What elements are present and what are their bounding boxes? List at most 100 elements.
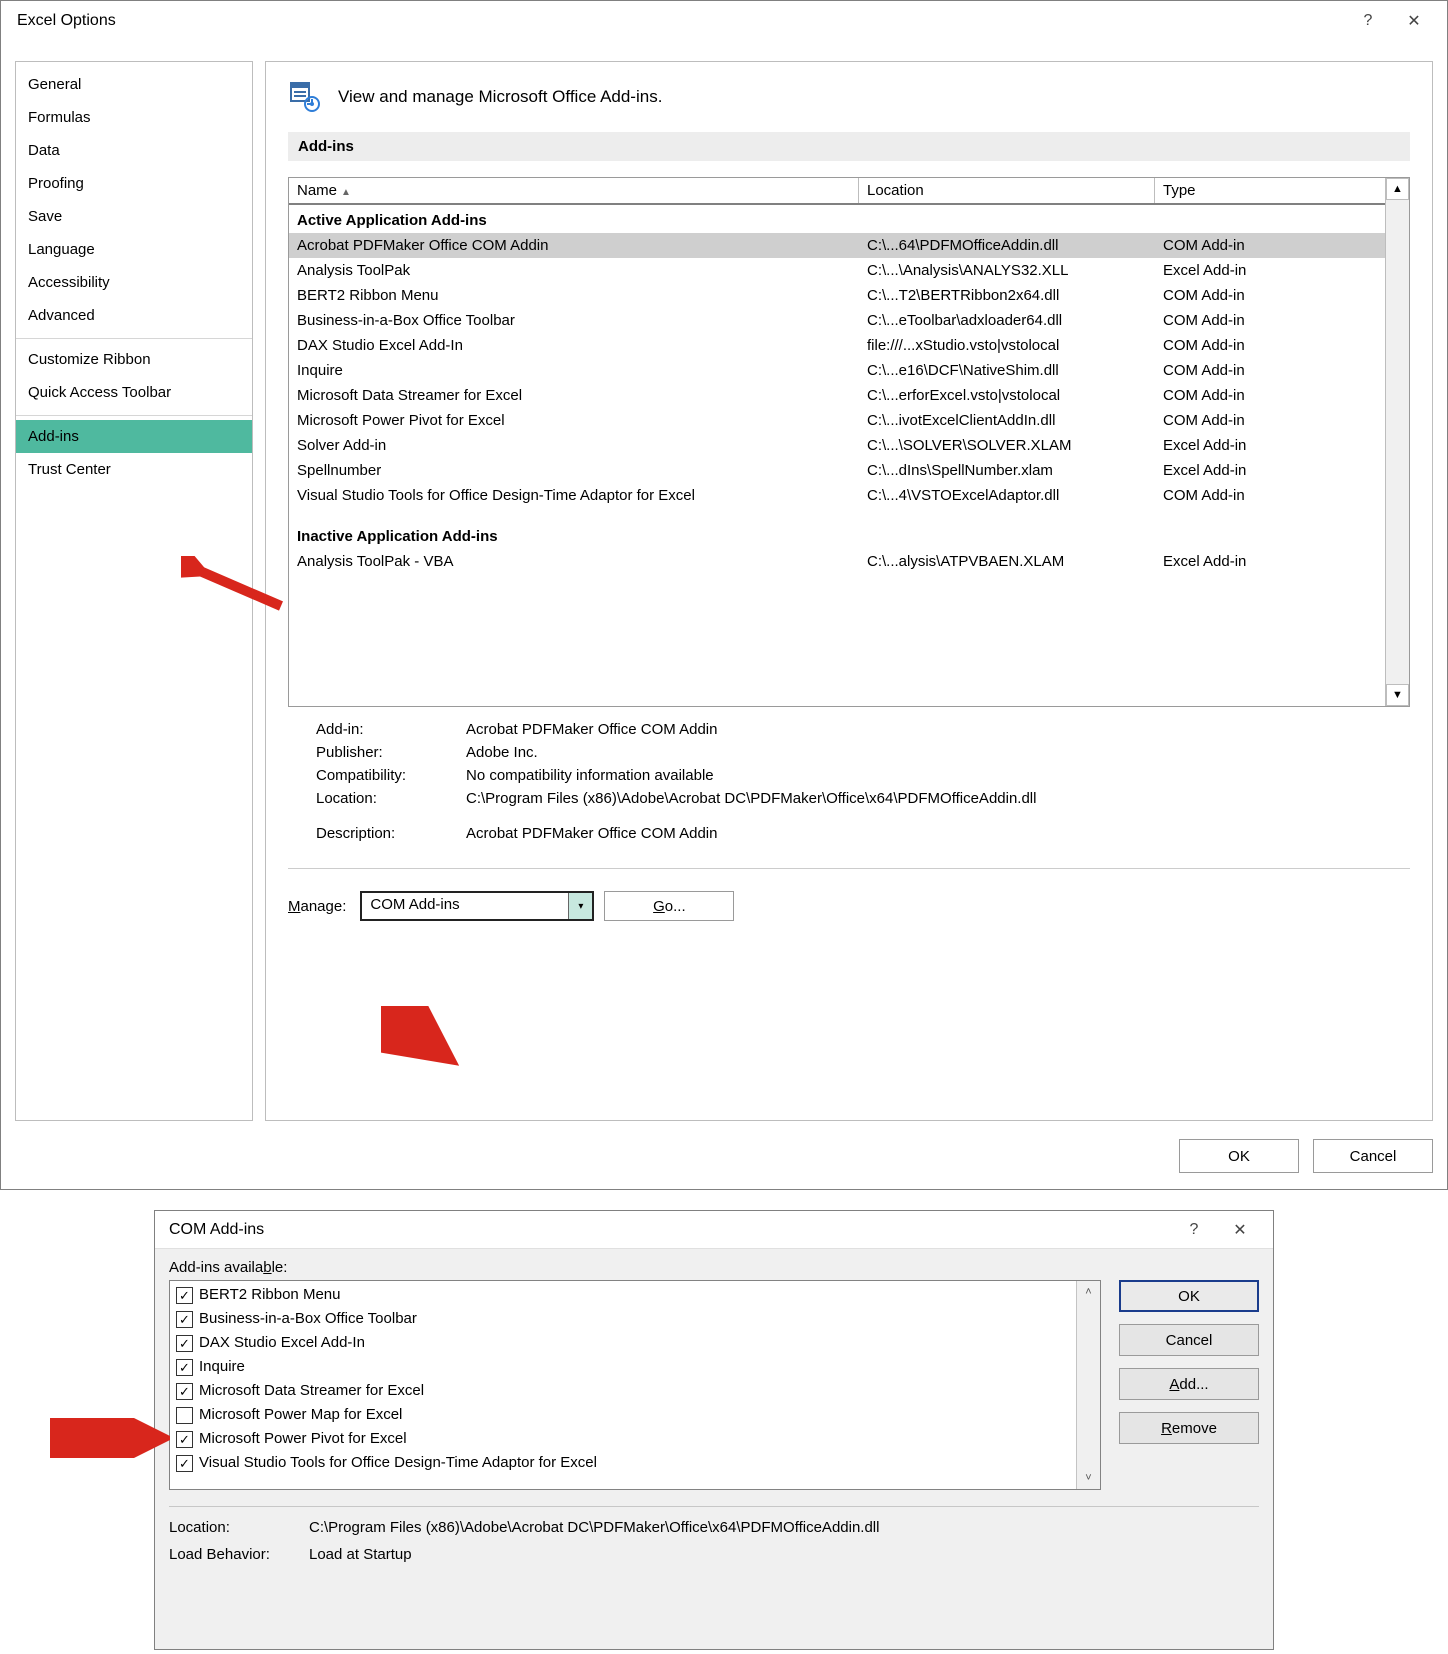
list-item-label: Microsoft Power Pivot for Excel: [199, 1427, 407, 1451]
ok-button[interactable]: OK: [1179, 1139, 1299, 1173]
cancel-button[interactable]: Cancel: [1119, 1324, 1259, 1356]
manage-combobox[interactable]: COM Add-ins ▾: [360, 891, 594, 921]
list-item[interactable]: ✓ Microsoft Power Pivot for Excel: [170, 1427, 1076, 1451]
detail-desc: Acrobat PDFMaker Office COM Addin: [466, 825, 717, 842]
list-item[interactable]: ✓ BERT2 Ribbon Menu: [170, 1283, 1076, 1307]
sidebar-item-formulas[interactable]: Formulas: [16, 101, 252, 134]
manage-label: Manage:: [288, 898, 346, 915]
table-row[interactable]: SpellnumberC:\...dIns\SpellNumber.xlamEx…: [289, 458, 1385, 483]
close-button[interactable]: ✕: [1391, 5, 1437, 37]
table-row[interactable]: Analysis ToolPakC:\...\Analysis\ANALYS32…: [289, 258, 1385, 283]
checkbox[interactable]: ✓: [176, 1311, 193, 1328]
manage-bar: Manage: COM Add-ins ▾ Go...: [288, 868, 1410, 921]
detail-label-location: Location:: [316, 790, 466, 807]
add-button[interactable]: Add...: [1119, 1368, 1259, 1400]
dialog-body: GeneralFormulasDataProofingSaveLanguageA…: [15, 61, 1433, 1121]
sidebar-item-customize-ribbon[interactable]: Customize Ribbon: [16, 343, 252, 376]
table-row[interactable]: BERT2 Ribbon MenuC:\...T2\BERTRibbon2x64…: [289, 283, 1385, 308]
sidebar-item-save[interactable]: Save: [16, 200, 252, 233]
panel-header: View and manage Microsoft Office Add-ins…: [288, 80, 1410, 114]
sidebar-item-advanced[interactable]: Advanced: [16, 299, 252, 332]
manage-combobox-value: COM Add-ins: [362, 893, 568, 919]
titlebar: COM Add-ins ? ✕: [155, 1211, 1273, 1249]
scroll-down-icon[interactable]: ▼: [1386, 684, 1409, 706]
checkbox[interactable]: ✓: [176, 1335, 193, 1352]
checkbox[interactable]: ✓: [176, 1431, 193, 1448]
cancel-button[interactable]: Cancel: [1313, 1139, 1433, 1173]
dialog-body: Add-ins available: ✓ BERT2 Ribbon Menu✓Bu…: [155, 1249, 1273, 1649]
table-row[interactable]: Visual Studio Tools for Office Design-Ti…: [289, 483, 1385, 508]
sidebar-item-data[interactable]: Data: [16, 134, 252, 167]
detail-label-load: Load Behavior:: [169, 1546, 309, 1563]
addins-icon: [288, 80, 322, 114]
list-item-label: BERT2 Ribbon Menu: [199, 1283, 340, 1307]
list-item-label: Microsoft Power Map for Excel: [199, 1403, 402, 1427]
detail-label-publisher: Publisher:: [316, 744, 466, 761]
list-item-label: Inquire: [199, 1355, 245, 1379]
sidebar-item-accessibility[interactable]: Accessibility: [16, 266, 252, 299]
sidebar-item-proofing[interactable]: Proofing: [16, 167, 252, 200]
available-label: Add-ins available:: [169, 1259, 1259, 1276]
checkbox[interactable]: ✓: [176, 1455, 193, 1472]
table-row[interactable]: Business-in-a-Box Office ToolbarC:\...eT…: [289, 308, 1385, 333]
dialog-buttons: OK Cancel: [1179, 1139, 1433, 1173]
sidebar-item-trust-center[interactable]: Trust Center: [16, 453, 252, 486]
table-row[interactable]: Acrobat PDFMaker Office COM AddinC:\...6…: [289, 233, 1385, 258]
table-header: Name▲ Location Type: [289, 178, 1409, 205]
sidebar-item-add-ins[interactable]: Add-ins: [16, 420, 252, 453]
detail-compat: No compatibility information available: [466, 767, 714, 784]
col-type[interactable]: Type: [1155, 178, 1409, 203]
list-item-label: DAX Studio Excel Add-In: [199, 1331, 365, 1355]
scroll-up-icon[interactable]: ▲: [1386, 178, 1409, 200]
addins-panel: View and manage Microsoft Office Add-ins…: [265, 61, 1433, 1121]
detail-location: C:\Program Files (x86)\Adobe\Acrobat DC\…: [309, 1519, 879, 1536]
checkbox[interactable]: ✓: [176, 1383, 193, 1400]
table-row[interactable]: InquireC:\...e16\DCF\NativeShim.dllCOM A…: [289, 358, 1385, 383]
col-location[interactable]: Location: [859, 178, 1155, 203]
list-item[interactable]: Microsoft Power Map for Excel: [170, 1403, 1076, 1427]
dialog-title: COM Add-ins: [169, 1221, 1171, 1239]
list-item[interactable]: ✓ DAX Studio Excel Add-In: [170, 1331, 1076, 1355]
detail-label-compat: Compatibility:: [316, 767, 466, 784]
ok-button[interactable]: OK: [1119, 1280, 1259, 1312]
table-scrollbar[interactable]: ▲ ▼: [1385, 178, 1409, 706]
table-row[interactable]: Microsoft Data Streamer for ExcelC:\...e…: [289, 383, 1385, 408]
list-item[interactable]: ✓ Inquire: [170, 1355, 1076, 1379]
sidebar-item-quick-access-toolbar[interactable]: Quick Access Toolbar: [16, 376, 252, 409]
table-section-header: Inactive Application Add-ins: [289, 524, 1385, 549]
help-button[interactable]: ?: [1345, 5, 1391, 37]
col-name[interactable]: Name▲: [289, 178, 859, 203]
addin-details: Location:C:\Program Files (x86)\Adobe\Ac…: [169, 1506, 1259, 1563]
checkbox[interactable]: ✓: [176, 1287, 193, 1304]
list-item[interactable]: ✓Visual Studio Tools for Office Design-T…: [170, 1451, 1076, 1475]
checkbox[interactable]: ✓: [176, 1359, 193, 1376]
sidebar-item-general[interactable]: General: [16, 68, 252, 101]
list-item[interactable]: ✓ Microsoft Data Streamer for Excel: [170, 1379, 1076, 1403]
button-column: OK Cancel Add... Remove: [1119, 1280, 1259, 1490]
close-icon: ✕: [1233, 1220, 1246, 1240]
go-button[interactable]: Go...: [604, 891, 734, 921]
table-section-header: Active Application Add-ins: [289, 208, 1385, 233]
table-row[interactable]: Analysis ToolPak - VBAC:\...alysis\ATPVB…: [289, 549, 1385, 574]
close-button[interactable]: ✕: [1217, 1214, 1263, 1246]
list-item[interactable]: ✓Business-in-a-Box Office Toolbar: [170, 1307, 1076, 1331]
list-item-label: Microsoft Data Streamer for Excel: [199, 1379, 424, 1403]
table-row[interactable]: Solver Add-inC:\...\SOLVER\SOLVER.XLAMEx…: [289, 433, 1385, 458]
table-row[interactable]: Microsoft Power Pivot for ExcelC:\...ivo…: [289, 408, 1385, 433]
detail-location: C:\Program Files (x86)\Adobe\Acrobat DC\…: [466, 790, 1036, 807]
main-area: ✓ BERT2 Ribbon Menu✓Business-in-a-Box Off…: [169, 1280, 1259, 1490]
detail-load: Load at Startup: [309, 1546, 412, 1563]
detail-label-desc: Description:: [316, 825, 466, 842]
help-button[interactable]: ?: [1171, 1214, 1217, 1246]
checkbox[interactable]: [176, 1407, 193, 1424]
panel-header-text: View and manage Microsoft Office Add-ins…: [338, 87, 662, 107]
detail-label-location: Location:: [169, 1519, 309, 1536]
sidebar-item-language[interactable]: Language: [16, 233, 252, 266]
remove-button[interactable]: Remove: [1119, 1412, 1259, 1444]
chevron-down-icon[interactable]: ▾: [568, 893, 592, 919]
scroll-up-icon[interactable]: ˄: [1077, 1281, 1100, 1303]
scroll-down-icon[interactable]: ˅: [1077, 1467, 1100, 1489]
addins-table: Name▲ Location Type Active Application A…: [288, 177, 1410, 707]
listbox-scrollbar[interactable]: ˄ ˅: [1076, 1281, 1100, 1489]
table-row[interactable]: DAX Studio Excel Add-Infile:///...xStudi…: [289, 333, 1385, 358]
